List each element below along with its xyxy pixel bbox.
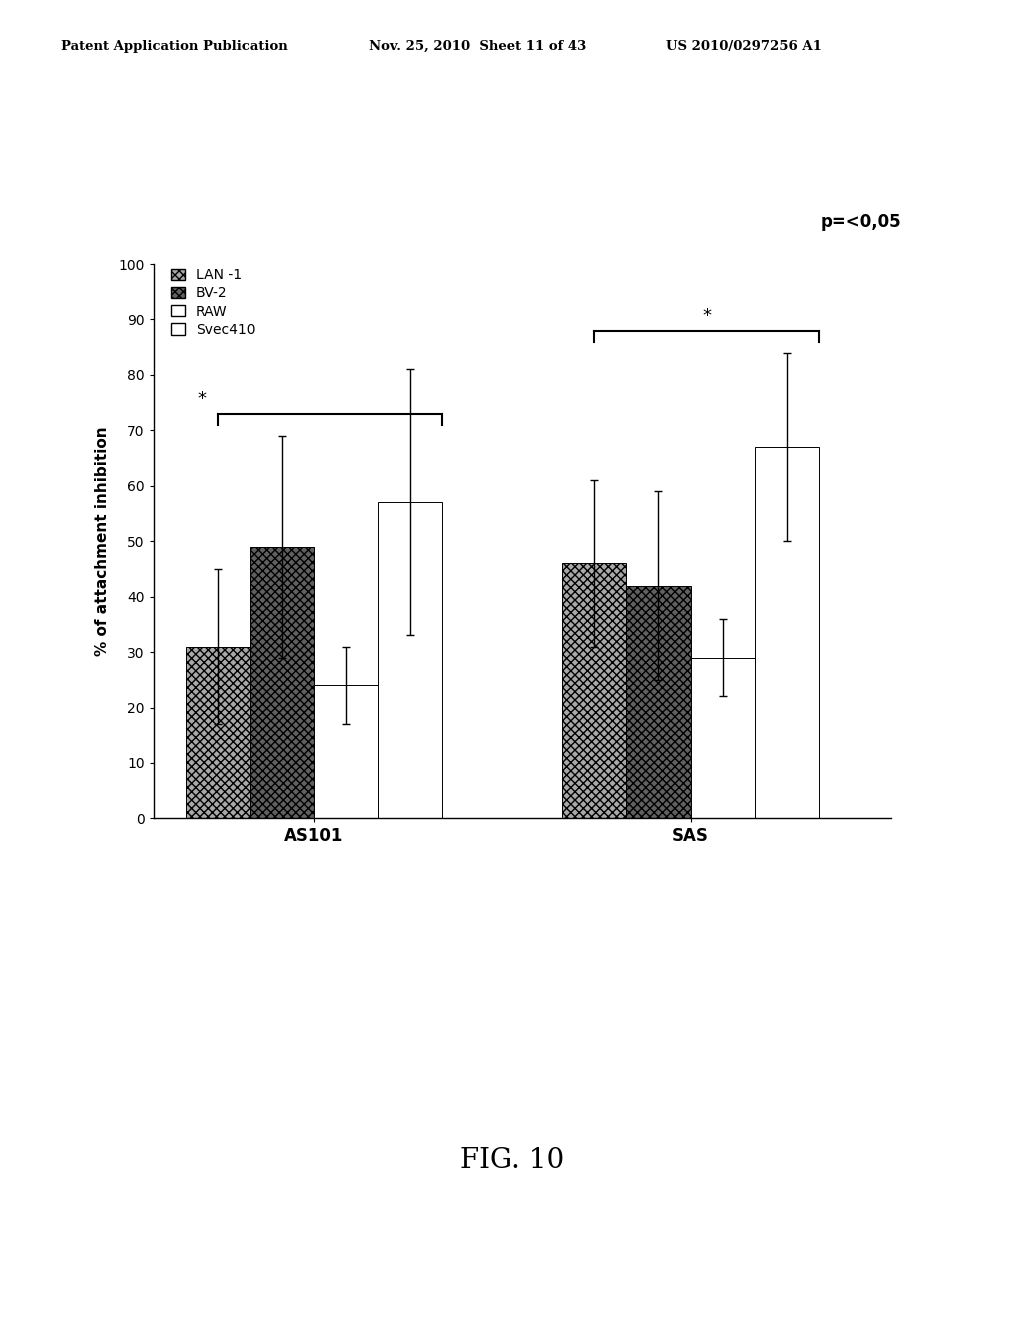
Legend: LAN -1, BV-2, RAW, Svec410: LAN -1, BV-2, RAW, Svec410: [168, 265, 258, 339]
Text: Patent Application Publication: Patent Application Publication: [61, 40, 288, 53]
Bar: [562, 564, 627, 818]
Text: p=<0,05: p=<0,05: [820, 213, 901, 231]
Bar: [755, 447, 819, 818]
Bar: [627, 586, 690, 818]
Y-axis label: % of attachment inhibition: % of attachment inhibition: [95, 426, 110, 656]
Text: Nov. 25, 2010  Sheet 11 of 43: Nov. 25, 2010 Sheet 11 of 43: [369, 40, 586, 53]
Text: *: *: [198, 391, 206, 408]
Bar: [378, 503, 442, 818]
Text: *: *: [702, 308, 711, 325]
Bar: [314, 685, 378, 818]
Text: FIG. 10: FIG. 10: [460, 1147, 564, 1175]
Bar: [185, 647, 250, 818]
Bar: [690, 657, 755, 818]
Text: US 2010/0297256 A1: US 2010/0297256 A1: [666, 40, 821, 53]
Bar: [250, 546, 314, 818]
